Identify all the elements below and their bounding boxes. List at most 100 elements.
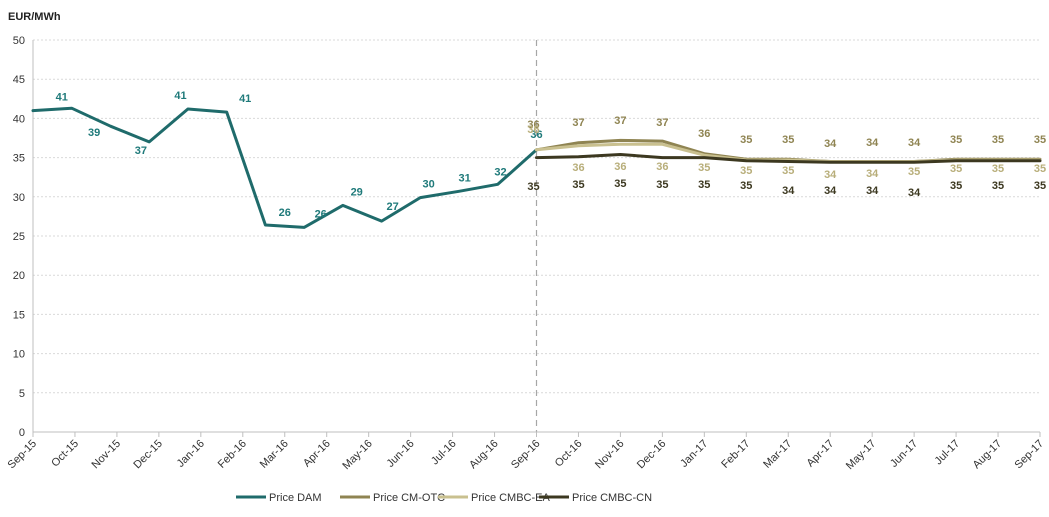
data-label-series-1: 35 bbox=[782, 134, 794, 146]
data-label-series-3: 34 bbox=[866, 185, 879, 197]
data-label-series-3: 35 bbox=[1034, 180, 1046, 192]
axis-layer: EUR/MWh 0 5 10 15 20 25 30 35 40 45 50 Sep-15 Oct-15… bbox=[6, 11, 1047, 472]
x-tick-label: Jan-16 bbox=[175, 438, 207, 470]
data-label-series-2: 35 bbox=[908, 166, 920, 178]
data-label-dam: 26 bbox=[279, 207, 291, 219]
x-tick-label: Sep-15 bbox=[6, 438, 40, 472]
x-tick-label: Jun-17 bbox=[888, 438, 920, 470]
y-tick-label: 10 bbox=[13, 349, 25, 361]
data-label-series-3: 35 bbox=[572, 179, 584, 191]
x-tick-label: Nov-16 bbox=[593, 438, 627, 472]
y-tick-label: 45 bbox=[13, 74, 25, 86]
y-axis-unit-label: EUR/MWh bbox=[8, 11, 61, 23]
data-label-series-3: 35 bbox=[656, 179, 668, 191]
data-label-series-1: 36 bbox=[527, 119, 539, 131]
data-label-dam: 41 bbox=[239, 93, 251, 105]
data-label-dam: 36 bbox=[530, 129, 542, 141]
grid-layer bbox=[33, 39, 1040, 432]
x-tick-label: Apr-17 bbox=[804, 438, 836, 470]
y-tick-label: 50 bbox=[13, 35, 25, 47]
data-label-series-3: 35 bbox=[740, 180, 752, 192]
x-tick-label: Dec-15 bbox=[131, 438, 165, 472]
data-label-series-1: 34 bbox=[866, 137, 879, 149]
y-tick-label: 5 bbox=[19, 388, 25, 400]
data-label-series-3: 35 bbox=[950, 180, 962, 192]
data-label-series-3: 35 bbox=[527, 181, 539, 193]
data-label-series-1: 35 bbox=[740, 134, 752, 146]
data-label-series-1: 36 bbox=[698, 128, 710, 140]
data-label-series-1: 34 bbox=[824, 138, 837, 150]
x-tick-label: Dec-16 bbox=[635, 438, 669, 472]
y-tick-label: 30 bbox=[13, 192, 25, 204]
data-label-dam: 29 bbox=[351, 186, 363, 198]
y-tick-label: 0 bbox=[19, 427, 25, 439]
data-label-series-1: 35 bbox=[950, 134, 962, 146]
data-label-dam: 30 bbox=[422, 179, 434, 191]
x-tick-label: Aug-17 bbox=[971, 438, 1005, 472]
legend-label: Price CMBC-CN bbox=[572, 492, 652, 504]
x-tick-label: May-17 bbox=[844, 438, 878, 472]
legend-item: Price CMBC-EA bbox=[438, 492, 551, 504]
data-label-series-1: 35 bbox=[1034, 134, 1046, 146]
x-tick-label: Jul-17 bbox=[933, 438, 963, 468]
data-label-series-1: 37 bbox=[572, 117, 584, 129]
data-label-series-3: 34 bbox=[824, 185, 837, 197]
data-label-dam: 26 bbox=[315, 208, 327, 220]
data-label-series-2: 35 bbox=[740, 165, 752, 177]
series-line-2 bbox=[535, 142, 1042, 163]
x-tick-label: May-16 bbox=[340, 438, 374, 472]
series-line-0 bbox=[31, 106, 538, 229]
data-label-series-2: 35 bbox=[950, 163, 962, 175]
data-label-dam: 32 bbox=[494, 166, 506, 178]
x-tick-label: Feb-16 bbox=[216, 438, 249, 471]
series-line-3 bbox=[535, 153, 1042, 164]
data-label-series-2: 36 bbox=[656, 161, 668, 173]
x-tick-label: Oct-15 bbox=[49, 438, 81, 470]
data-label-series-1: 35 bbox=[992, 134, 1004, 146]
y-tick-label: 40 bbox=[13, 113, 25, 125]
data-label-series-2: 36 bbox=[527, 124, 539, 136]
x-tick-label: Mar-17 bbox=[761, 438, 794, 471]
y-tick-label: 35 bbox=[13, 153, 25, 165]
data-label-dam: 39 bbox=[88, 127, 100, 139]
data-label-series-2: 35 bbox=[782, 165, 794, 177]
data-label-dam: 37 bbox=[135, 145, 147, 157]
data-label-series-2: 35 bbox=[698, 162, 710, 174]
data-label-series-3: 35 bbox=[614, 178, 626, 190]
data-label-series-2: 35 bbox=[1034, 163, 1046, 175]
data-label-series-1: 37 bbox=[656, 117, 668, 129]
x-tick-label: Oct-16 bbox=[553, 438, 585, 470]
legend-label: Price CMBC-EA bbox=[471, 492, 551, 504]
legend-label: Price DAM bbox=[269, 492, 322, 504]
data-label-series-3: 35 bbox=[992, 180, 1004, 192]
x-tick-label: Jan-17 bbox=[678, 438, 710, 470]
legend-item: Price CMBC-CN bbox=[539, 492, 652, 504]
x-tick-label: Mar-16 bbox=[258, 438, 291, 471]
data-label-dam: 41 bbox=[174, 90, 186, 102]
data-label-series-1: 37 bbox=[614, 115, 626, 127]
x-tick-label: Sep-16 bbox=[509, 438, 543, 472]
data-label-dam: 31 bbox=[458, 172, 470, 184]
x-tick-label: Sep-17 bbox=[1013, 438, 1047, 472]
legend-item: Price CM-OTC bbox=[340, 492, 445, 504]
data-label-series-2: 36 bbox=[614, 161, 626, 173]
data-label-series-1: 34 bbox=[908, 137, 921, 149]
data-label-series-2: 35 bbox=[992, 163, 1004, 175]
data-label-dam: 27 bbox=[386, 201, 398, 213]
data-label-series-3: 34 bbox=[908, 187, 921, 199]
data-label-series-2: 34 bbox=[866, 168, 879, 180]
x-tick-label: Jun-16 bbox=[384, 438, 416, 470]
data-label-series-2: 34 bbox=[824, 169, 837, 181]
x-tick-label: Aug-16 bbox=[467, 438, 501, 472]
data-label-dam: 41 bbox=[56, 92, 68, 104]
x-tick-label: Nov-15 bbox=[89, 438, 123, 472]
x-tick-label: Jul-16 bbox=[429, 438, 459, 468]
legend-item: Price DAM bbox=[236, 492, 322, 504]
x-tick-label: Apr-16 bbox=[301, 438, 333, 470]
legend-label: Price CM-OTC bbox=[373, 492, 445, 504]
y-tick-label: 25 bbox=[13, 231, 25, 243]
y-tick-label: 20 bbox=[13, 270, 25, 282]
series-layer bbox=[31, 106, 1042, 229]
